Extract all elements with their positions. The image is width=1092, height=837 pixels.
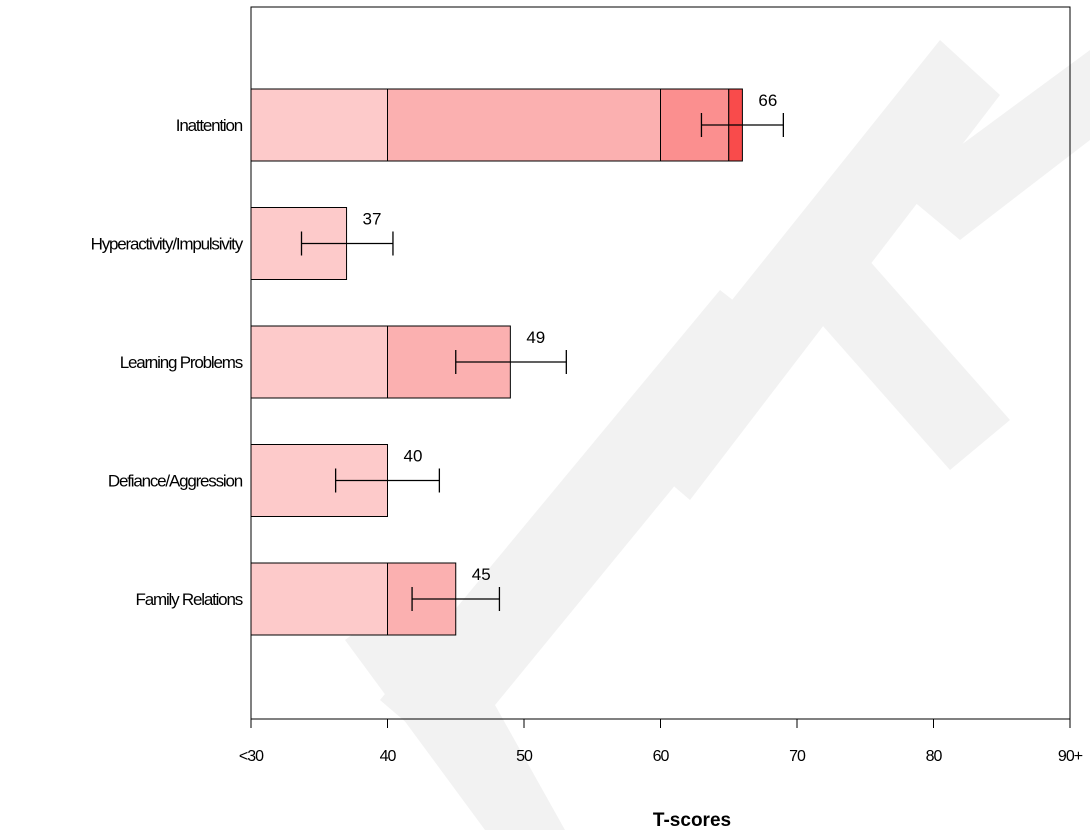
x-tick-label-3: 60 <box>653 748 670 765</box>
bar-segment <box>250 88 388 162</box>
value-label-3: 40 <box>404 447 423 466</box>
category-label-4: Family Relations <box>136 590 243 609</box>
error-bars-layer <box>300 113 784 611</box>
x-tick-label-5: 80 <box>926 748 943 765</box>
error-bar-1 <box>300 231 394 256</box>
bars-layer <box>250 88 743 636</box>
watermark-stroke-d <box>800 250 1010 470</box>
x-tick-label-1: 40 <box>380 748 397 765</box>
bar-segment <box>387 88 661 162</box>
value-label-0: 66 <box>758 91 777 110</box>
x-axis-title: T-scores <box>653 810 731 831</box>
category-label-2: Learning Problems <box>120 353 243 372</box>
bar-segment <box>250 562 388 636</box>
value-label-4: 45 <box>472 565 491 584</box>
category-label-3: Defiance/Aggression <box>108 472 243 491</box>
x-tick-label-4: 70 <box>789 748 806 765</box>
error-bar-0 <box>700 113 784 137</box>
category-labels-layer: Inattention Hyperactivity/Impulsivity Lear… <box>91 116 245 609</box>
bar-segment <box>250 325 388 399</box>
x-tick-label-0: <30 <box>239 748 264 765</box>
category-label-0: Inattention <box>176 116 243 135</box>
error-bar-3 <box>334 468 441 493</box>
x-tick-label-2: 50 <box>516 748 533 765</box>
watermark-stroke-e <box>900 50 1090 240</box>
error-bar-4 <box>411 587 501 611</box>
value-labels-layer: 66 37 49 40 45 <box>363 91 778 584</box>
value-label-1: 37 <box>363 210 382 229</box>
category-label-1: Hyperactivity/Impulsivity <box>91 235 244 254</box>
sample-watermark <box>345 40 1090 830</box>
bar-0 <box>250 88 743 162</box>
value-label-2: 49 <box>526 328 545 347</box>
watermark-stroke-c <box>620 40 1000 500</box>
error-bar-2 <box>455 350 567 374</box>
x-axis-ticks: <30 40 50 60 70 80 90+ <box>239 719 1084 765</box>
x-tick-label-6: 90+ <box>1058 748 1083 765</box>
